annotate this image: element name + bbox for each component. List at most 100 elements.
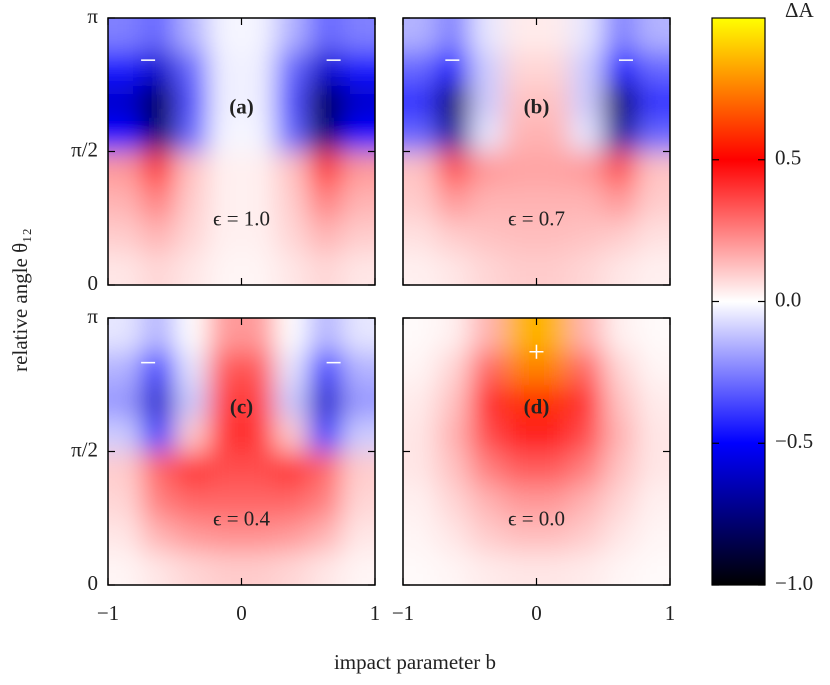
heatmap-cell [174, 251, 209, 285]
heatmap-cell [503, 551, 537, 585]
heatmap-cell [469, 184, 504, 219]
heatmap-cell [403, 351, 437, 386]
heatmap-cell [636, 518, 670, 553]
heatmap-cell [341, 151, 375, 186]
heatmap-cell [503, 251, 537, 285]
heatmap-cell [174, 84, 209, 119]
heatmap-cell [469, 251, 504, 285]
heatmap-cell [503, 118, 537, 153]
heatmap-cell [241, 451, 276, 486]
heatmap-cell [274, 551, 309, 585]
heatmap-cell [569, 484, 604, 519]
heatmap-cell [403, 118, 437, 153]
heatmap-cell [536, 184, 571, 219]
heatmap-cell [341, 518, 375, 553]
heatmap-cell [636, 318, 670, 352]
heatmap-cell [603, 218, 638, 253]
heatmap-cell [603, 318, 638, 352]
heatmap-cell [308, 418, 343, 453]
heatmap-cell [274, 451, 309, 486]
heatmap-cell [274, 151, 309, 186]
heatmap-cell [208, 418, 242, 453]
heatmap-cell [636, 84, 670, 119]
panel-annotation: ϵ = 1.0 [213, 207, 270, 231]
heatmap-cell [208, 318, 242, 352]
heatmap-cell [503, 484, 537, 519]
heatmap-cell [536, 118, 571, 153]
y-tick-label: π/2 [71, 137, 98, 161]
heatmap-cell [569, 218, 604, 253]
heatmap-cell [341, 18, 375, 52]
heatmap-cell [241, 384, 276, 419]
heatmap-cell [208, 184, 242, 219]
heatmap-cell [536, 451, 571, 486]
panel-label: (b) [524, 95, 550, 119]
heatmap-cell [403, 418, 437, 453]
sign-marker: − [325, 44, 342, 77]
heatmap-cell [636, 184, 670, 219]
heatmap-cell [274, 418, 309, 453]
heatmap-cell [274, 351, 309, 386]
heatmap-cell [503, 51, 537, 86]
heatmap-cell [403, 551, 437, 585]
heatmap-cell [274, 384, 309, 419]
heatmap-cell [108, 418, 142, 453]
heatmap-cell [308, 151, 343, 186]
heatmap-cell [569, 551, 604, 585]
heatmap-cell [436, 151, 471, 186]
heatmap-cell [603, 384, 638, 419]
heatmap-cell [569, 384, 604, 419]
heatmap-cell [241, 218, 276, 253]
heatmap [108, 318, 375, 585]
heatmap-cell [636, 51, 670, 86]
heatmap-cell [603, 351, 638, 386]
colorbar-tick-label: −0.5 [775, 429, 813, 453]
x-tick-label: 1 [665, 601, 676, 625]
heatmap-cell [174, 118, 209, 153]
heatmap-cell [503, 218, 537, 253]
heatmap-cell [274, 518, 309, 553]
heatmap-cell [536, 18, 571, 52]
heatmap-cell [503, 84, 537, 119]
y-axis-label: relative angle θ₁₂ [8, 228, 32, 372]
heatmap-cell [208, 151, 242, 186]
heatmap-cell [308, 518, 343, 553]
heatmap-cell [536, 251, 571, 285]
heatmap-cell [108, 384, 142, 419]
heatmap-cell [469, 351, 504, 386]
heatmap-cell [603, 84, 638, 119]
heatmap-cell [503, 384, 537, 419]
heatmap-cell [341, 318, 375, 352]
panel-label: (d) [524, 395, 550, 419]
heatmap-cell [174, 151, 209, 186]
heatmap-cell [636, 18, 670, 52]
heatmap-cell [403, 151, 437, 186]
panel-annotation: ϵ = 0.0 [508, 507, 565, 531]
heatmap-cell [274, 251, 309, 285]
colorbar-label: ΔA [785, 0, 815, 22]
heatmap-cell [403, 251, 437, 285]
heatmap-cell [469, 318, 504, 352]
heatmap-cell [536, 318, 571, 352]
x-tick-label: 0 [236, 601, 247, 625]
heatmap-cell [108, 451, 142, 486]
heatmap-cell [241, 318, 276, 352]
x-tick-label: −1 [97, 601, 119, 625]
heatmap-cell [108, 51, 142, 86]
panel-label: (a) [229, 95, 254, 119]
y-tick-label: π [87, 304, 98, 328]
heatmap-cell [108, 518, 142, 553]
heatmap-cell [241, 151, 276, 186]
heatmap-cell [341, 384, 375, 419]
heatmap-cells [108, 18, 375, 285]
heatmap-cell [341, 218, 375, 253]
heatmap-cell [141, 184, 176, 219]
panel-label: (c) [230, 395, 253, 419]
heatmap-cell [636, 418, 670, 453]
heatmap-cell [341, 418, 375, 453]
heatmap-cell [241, 84, 276, 119]
heatmap-cell [603, 451, 638, 486]
heatmap-cell [536, 51, 571, 86]
heatmap-cell [141, 251, 176, 285]
heatmap-cell [403, 218, 437, 253]
